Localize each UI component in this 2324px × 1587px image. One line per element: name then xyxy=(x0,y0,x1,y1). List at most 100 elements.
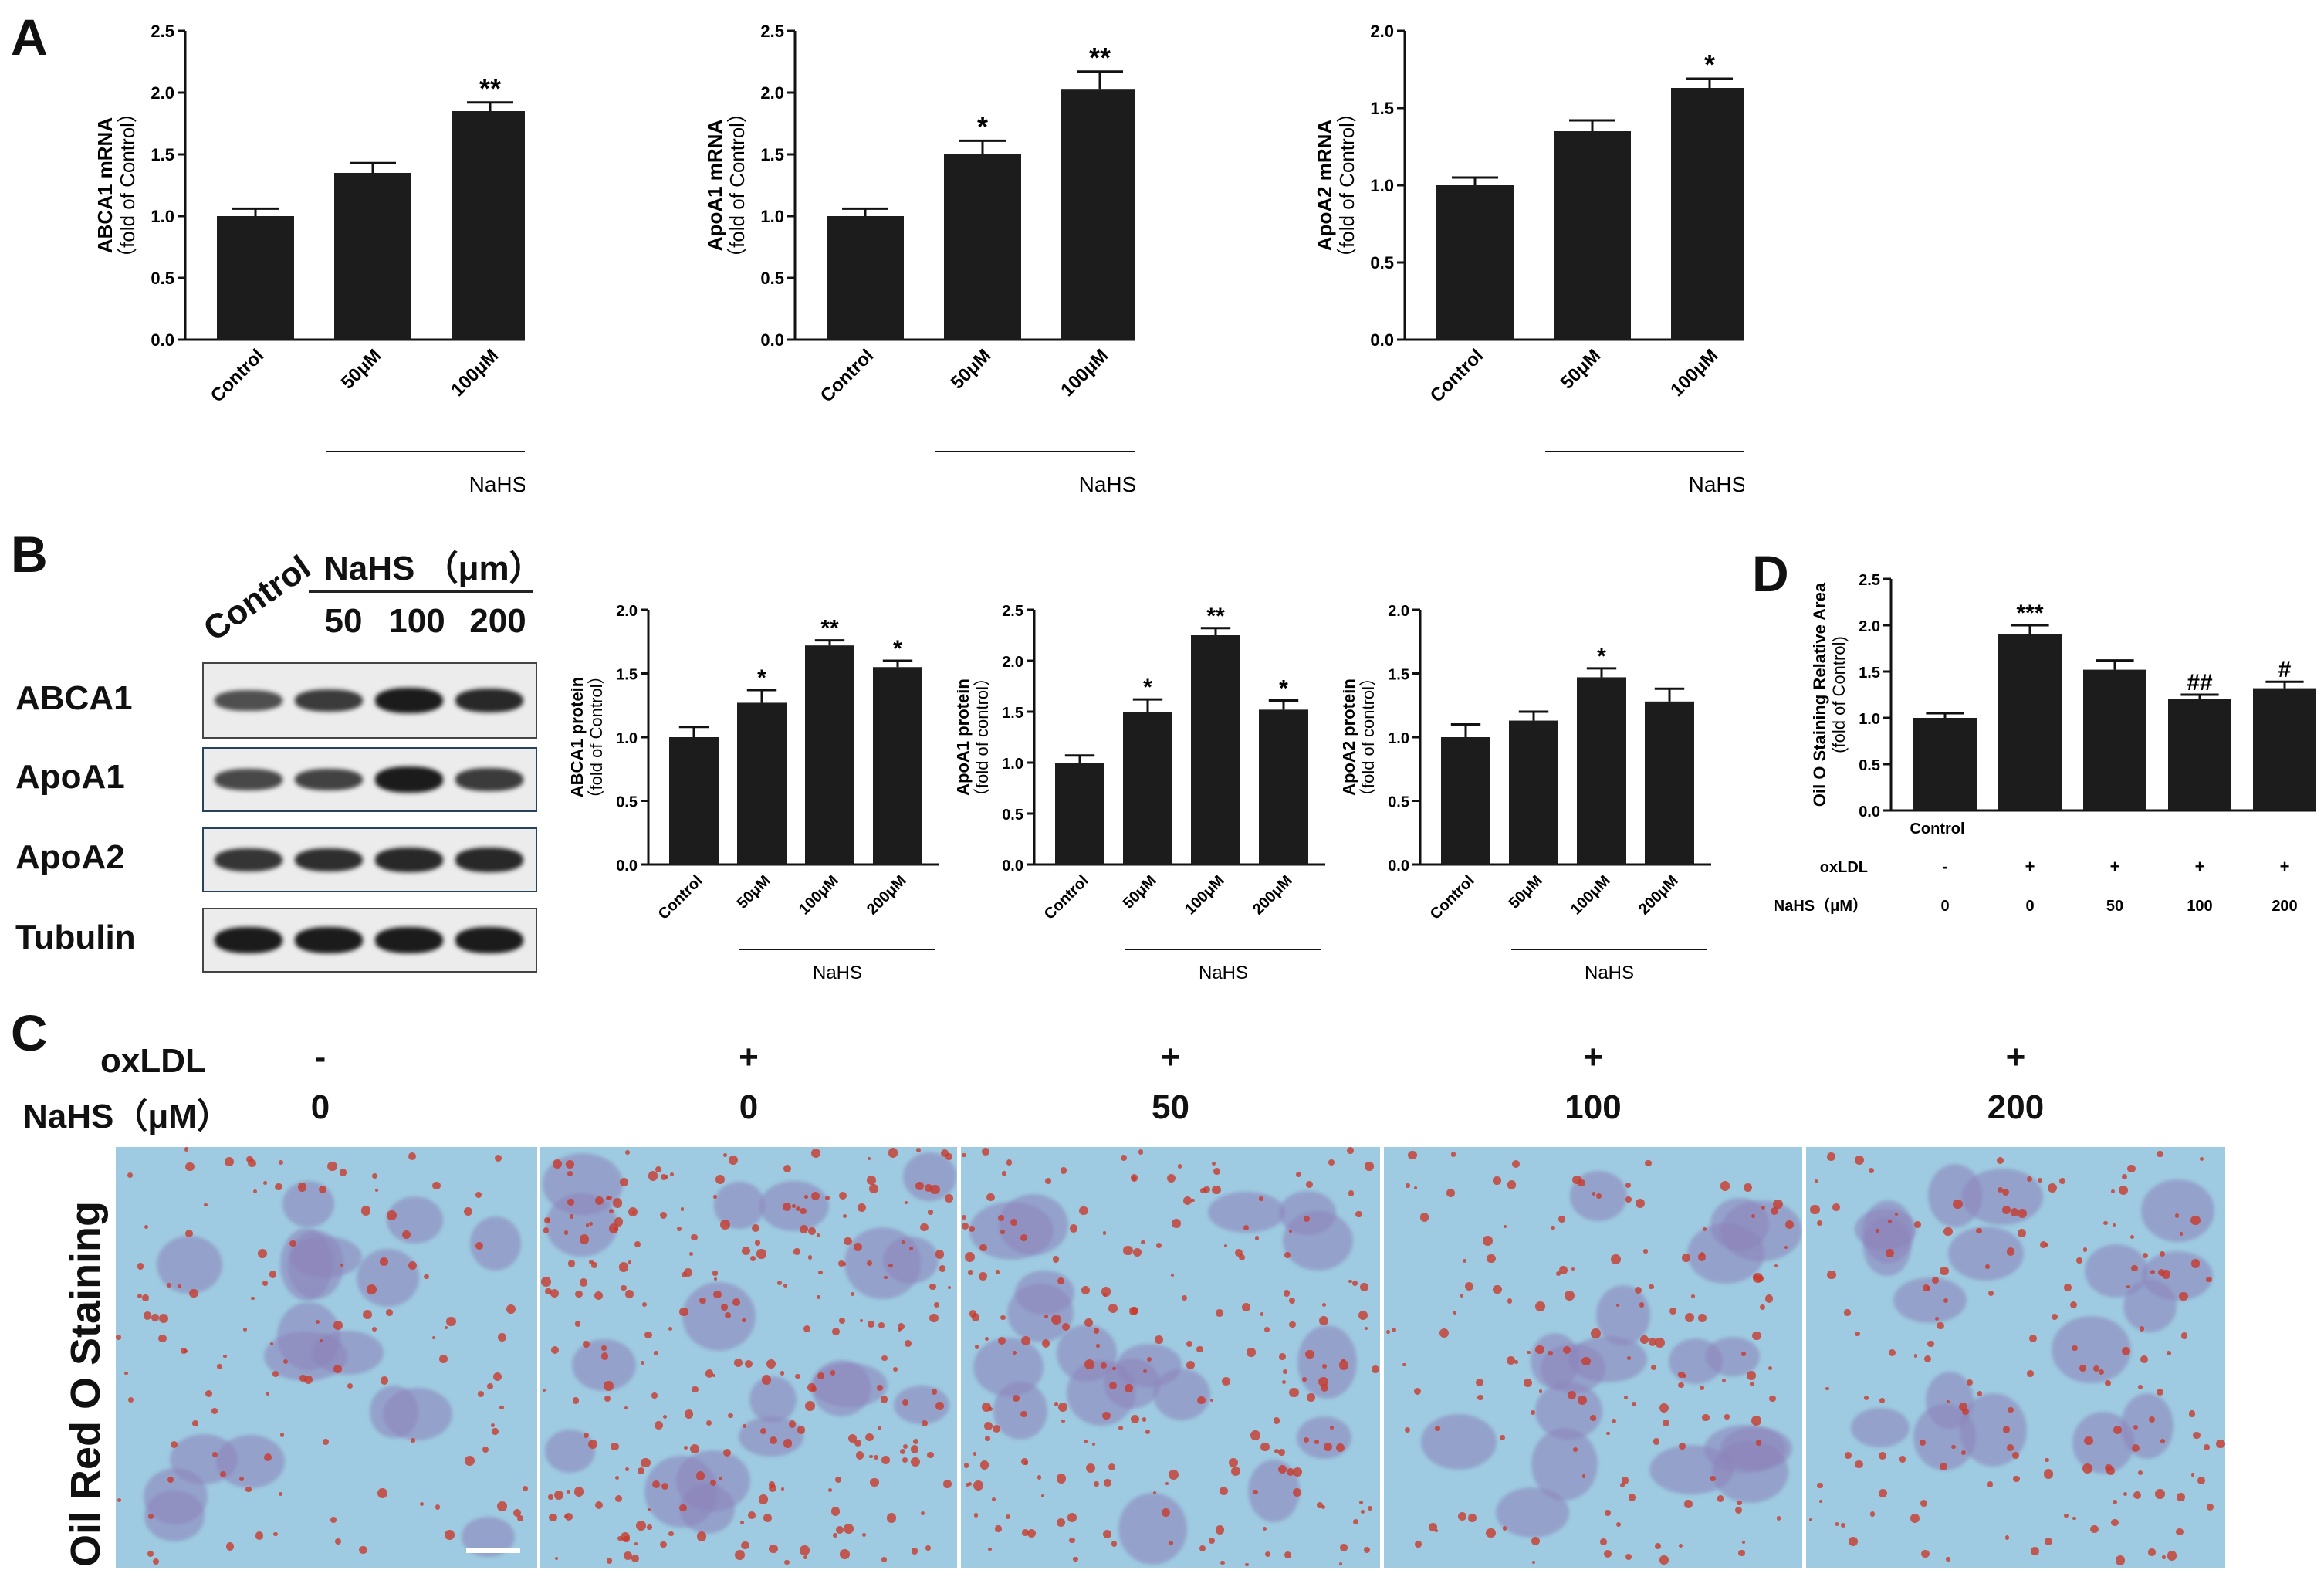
lipid-droplet xyxy=(587,1440,598,1450)
lipid-droplet xyxy=(1129,1307,1138,1315)
lipid-droplet xyxy=(594,1291,603,1301)
lipid-droplet xyxy=(740,1521,745,1525)
lipid-droplet xyxy=(2131,1444,2140,1453)
lipid-droplet xyxy=(362,1310,373,1320)
lipid-droplet xyxy=(143,1311,152,1320)
lipid-droplet xyxy=(1888,1348,1896,1357)
lipid-droplet xyxy=(2099,1369,2104,1376)
y-tick-label: 0.5 xyxy=(1002,807,1023,824)
lipid-droplet xyxy=(1146,1356,1152,1362)
category-label: Control xyxy=(655,872,706,923)
lipid-droplet xyxy=(1171,1219,1181,1228)
lipid-droplet xyxy=(1934,1316,1940,1321)
cell-nucleus xyxy=(2052,1315,2131,1384)
lipid-droplet xyxy=(1328,1159,1335,1166)
lipid-droplet xyxy=(1364,1547,1371,1554)
lipid-droplet xyxy=(333,1365,342,1373)
lipid-droplet xyxy=(1355,1210,1362,1218)
y-tick-label: 0.0 xyxy=(1370,330,1394,350)
lipid-droplet xyxy=(934,1302,940,1308)
lipid-droplet xyxy=(1044,1315,1048,1319)
lipid-droplet xyxy=(1921,1549,1930,1558)
lipid-droplet xyxy=(1531,1537,1541,1546)
nahs-row-value: 0 xyxy=(2025,898,2034,915)
y-tick-label: 2.5 xyxy=(1859,572,1880,589)
lipid-droplet xyxy=(1279,1353,1287,1360)
lipid-droplet xyxy=(636,1521,646,1531)
lipid-droplet xyxy=(1152,1491,1157,1495)
lipid-droplet xyxy=(880,1396,888,1403)
lipid-droplet xyxy=(831,1328,840,1336)
lipid-droplet xyxy=(1283,1290,1290,1297)
lipid-droplet xyxy=(1222,1377,1230,1386)
lipid-droplet xyxy=(2122,1347,2130,1355)
lipid-droplet xyxy=(278,1160,283,1166)
lipid-droplet xyxy=(1879,1397,1886,1403)
lipid-droplet xyxy=(1741,1541,1745,1545)
lipid-droplet xyxy=(1186,1340,1193,1347)
lipid-droplet xyxy=(1439,1328,1450,1338)
lipid-droplet xyxy=(901,1240,905,1244)
lipid-droplet xyxy=(816,1233,820,1237)
lipid-droplet xyxy=(1215,1525,1225,1535)
lipid-droplet xyxy=(380,1376,389,1385)
lipid-droplet xyxy=(668,1326,673,1331)
lipid-droplet xyxy=(371,1172,377,1179)
lipid-droplet xyxy=(1507,1298,1513,1304)
category-label: 100μM xyxy=(1182,872,1228,919)
lipid-droplet xyxy=(713,1291,722,1299)
lipid-droplet xyxy=(545,1288,552,1295)
y-axis-sublabel: （fold of Control） xyxy=(116,103,139,268)
lipid-droplet xyxy=(1289,1298,1296,1304)
lipid-droplet xyxy=(1404,1426,1410,1433)
lipid-droplet xyxy=(583,1433,589,1439)
category-label: 50μM xyxy=(337,345,385,393)
lipid-droplet xyxy=(1302,1377,1307,1382)
lipid-droplet xyxy=(567,1199,574,1206)
lipid-droplet xyxy=(781,1487,785,1491)
lipid-droplet xyxy=(245,1486,252,1493)
lipid-droplet xyxy=(1450,1152,1456,1157)
lipid-droplet xyxy=(1548,1350,1553,1356)
lipid-droplet xyxy=(1021,1458,1028,1465)
lipid-droplet xyxy=(699,1298,706,1304)
lipid-droplet xyxy=(2017,1228,2026,1238)
lipid-droplet xyxy=(712,1373,716,1377)
lipid-droplet xyxy=(279,1491,283,1496)
group-label: NaHS xyxy=(813,963,862,983)
lipid-droplet xyxy=(340,1264,344,1267)
lipid-droplet xyxy=(333,1321,343,1331)
lipid-droplet xyxy=(905,1339,912,1347)
lipid-droplet xyxy=(142,1294,149,1301)
lipid-droplet xyxy=(769,1436,777,1445)
lipid-droplet xyxy=(1212,1185,1221,1194)
lipid-droplet xyxy=(1056,1474,1067,1484)
lipid-droplet xyxy=(255,1531,264,1540)
lipid-droplet xyxy=(252,1189,257,1194)
lipid-droplet xyxy=(2203,1444,2210,1451)
cell-nucleus xyxy=(170,1433,238,1484)
lipid-droplet xyxy=(580,1234,590,1244)
lipid-droplet xyxy=(688,1251,693,1256)
lipid-droplet xyxy=(334,1538,342,1545)
oil-red-o-image-3 xyxy=(1384,1147,1802,1568)
blot-band xyxy=(455,848,523,872)
lipid-droplet xyxy=(1530,1409,1535,1415)
bar-d-1 xyxy=(1998,634,2062,810)
lipid-droplet xyxy=(497,1501,507,1511)
lipid-droplet xyxy=(1414,1540,1422,1548)
lipid-droplet xyxy=(262,1181,267,1185)
lipid-droplet xyxy=(2197,1477,2206,1485)
lipid-droplet xyxy=(601,1345,607,1351)
cell-nucleus xyxy=(277,1302,341,1371)
lipid-droplet xyxy=(1084,1318,1093,1327)
panel-label-c: C xyxy=(11,1004,48,1061)
lipid-droplet xyxy=(1623,1395,1629,1400)
lipid-droplet xyxy=(225,1542,235,1551)
lipid-droplet xyxy=(677,1227,682,1232)
panel-label-d: D xyxy=(1752,545,1789,602)
lipid-droplet xyxy=(614,1217,624,1227)
lipid-droplet xyxy=(1768,1366,1772,1371)
lipid-droplet xyxy=(1012,1394,1020,1402)
lipid-droplet xyxy=(554,1557,559,1561)
